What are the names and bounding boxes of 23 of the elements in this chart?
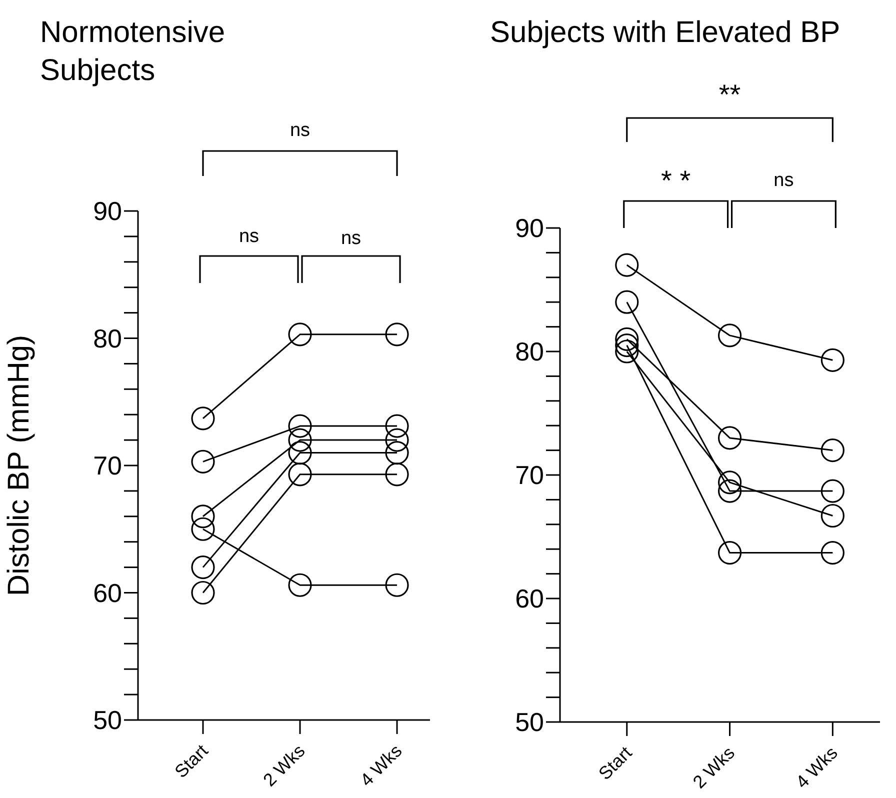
y-tick-label: 50 xyxy=(93,705,122,736)
text: ns xyxy=(290,120,310,141)
annotation: ns xyxy=(340,228,362,249)
y-tick-label: 80 xyxy=(93,323,122,354)
y-tick-label: 90 xyxy=(93,196,122,226)
x-tick-label: 4 Wks xyxy=(792,742,842,792)
y-tick-label: 60 xyxy=(515,584,544,614)
y-axis-title: Distolic BP (mmHg) xyxy=(2,334,36,596)
y-tick-label: 70 xyxy=(93,450,122,481)
y-tick-label: 50 xyxy=(515,707,544,738)
x-tick-label: 2 Wks xyxy=(689,742,739,792)
x-tick-label: 2 Wks xyxy=(259,740,309,790)
y-tick-label: 90 xyxy=(515,213,544,244)
chart-title: Subjects with Elevated BP xyxy=(490,15,842,51)
x-tick-label: 4 Wks xyxy=(356,740,406,790)
chart-title: Normotensive Subjects xyxy=(40,15,226,89)
text: * * xyxy=(661,165,691,196)
annotation: ns xyxy=(238,226,260,247)
y-tick-label: 60 xyxy=(93,578,122,608)
y-tick-label: 70 xyxy=(515,460,544,490)
y-tick-label: 80 xyxy=(515,336,544,367)
text: ** xyxy=(718,79,741,110)
text: ns xyxy=(774,170,794,191)
